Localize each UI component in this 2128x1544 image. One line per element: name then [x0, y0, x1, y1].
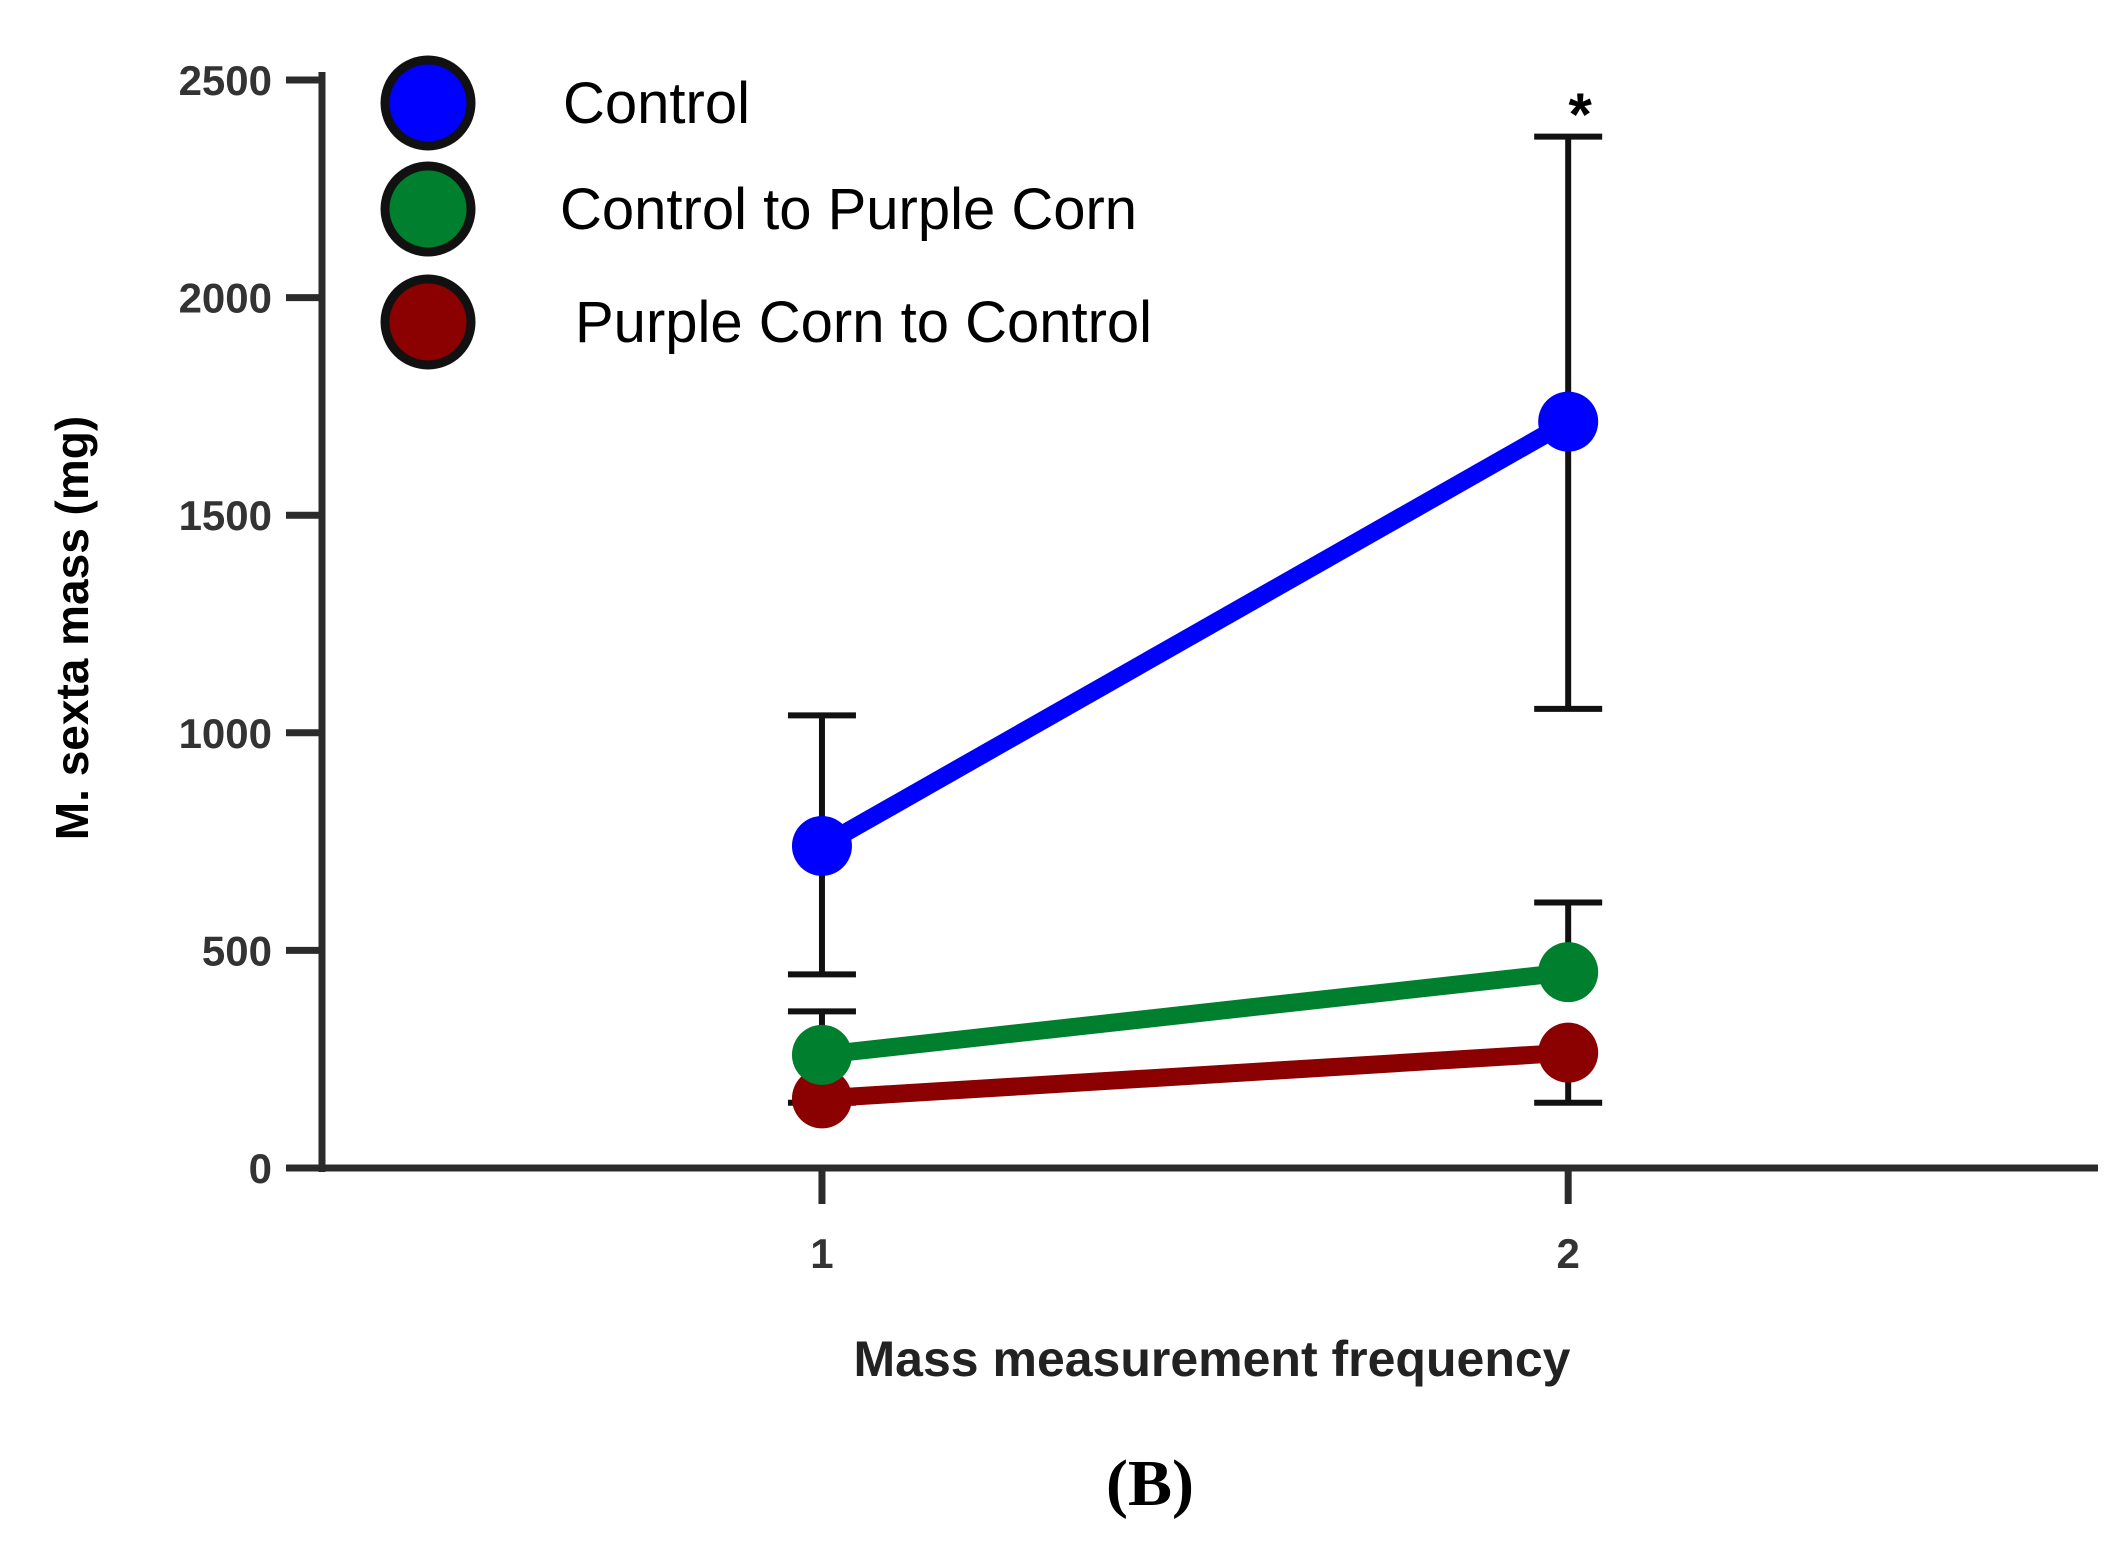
y-axis-title: M. sexta mass (mg)	[46, 416, 98, 840]
y-axis-ticks: 0 500 1000 1500 2000 2500	[179, 57, 322, 1192]
panel-label: (B)	[1106, 1447, 1194, 1520]
y-tick-label: 500	[202, 927, 272, 974]
series-lines	[812, 412, 1578, 1108]
series-line	[812, 1043, 1578, 1108]
data-point	[1538, 1022, 1599, 1083]
significance-annotation: *	[1569, 81, 1593, 148]
y-tick-label: 2500	[179, 57, 272, 104]
data-point	[791, 1068, 852, 1129]
legend-marker	[380, 161, 476, 257]
error-bars	[787, 133, 1603, 1106]
legend: Control Control to Purple Corn Purple Corn…	[380, 55, 1152, 370]
legend-marker	[380, 274, 476, 370]
x-tick-label: 1	[810, 1230, 833, 1277]
series-line	[812, 963, 1578, 1064]
data-point	[1538, 942, 1599, 1003]
series-line	[812, 412, 1578, 855]
y-tick-label: 2000	[179, 275, 272, 322]
axes	[318, 72, 2098, 1172]
legend-label: Control	[563, 71, 750, 136]
legend-label: Control to Purple Corn	[560, 177, 1137, 242]
legend-label: Purple Corn to Control	[575, 290, 1152, 355]
data-point	[1538, 391, 1599, 452]
legend-marker	[380, 55, 476, 151]
data-points: *	[791, 81, 1599, 1129]
x-tick-label: 2	[1557, 1230, 1580, 1277]
x-axis-title: Mass measurement frequency	[854, 1331, 1571, 1387]
data-point	[791, 1024, 852, 1085]
y-tick-label: 0	[249, 1145, 272, 1192]
y-tick-label: 1000	[179, 710, 272, 757]
y-tick-label: 1500	[179, 492, 272, 539]
data-point	[791, 815, 852, 876]
